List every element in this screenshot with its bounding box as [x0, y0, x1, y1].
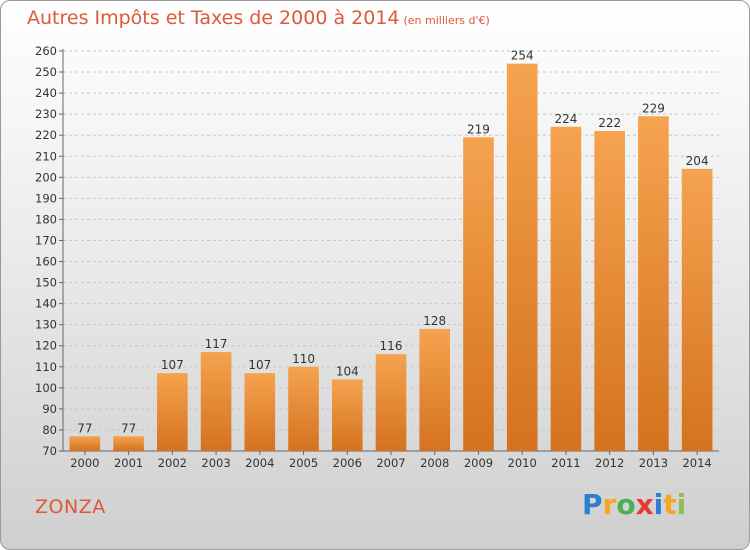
logo-letter: P [582, 488, 603, 521]
logo-letter: i [676, 488, 687, 521]
data-label: 107 [161, 358, 184, 372]
data-label: 204 [686, 154, 709, 168]
bar [375, 354, 407, 451]
y-tick-label: 180 [35, 212, 57, 226]
y-tick-label: 220 [35, 128, 57, 142]
logo-letter: i [653, 488, 664, 521]
x-tick-label: 2000 [70, 456, 99, 470]
x-tick-label: 2003 [201, 456, 230, 470]
logo-letter: x [635, 488, 654, 521]
bar [594, 131, 625, 451]
logo-letter: o [616, 488, 636, 521]
y-tick-label: 150 [35, 276, 57, 290]
x-tick-label: 2012 [595, 456, 624, 470]
y-tick-label: 230 [35, 107, 57, 121]
logo-letter: r [602, 488, 617, 521]
x-tick-label: 2010 [508, 456, 537, 470]
bar [681, 168, 713, 452]
bar [419, 328, 451, 451]
y-tick-label: 240 [35, 86, 57, 100]
data-label: 219 [467, 122, 490, 136]
x-tick-label: 2008 [420, 456, 449, 470]
x-tick-label: 2013 [639, 456, 668, 470]
data-label: 107 [248, 358, 271, 372]
x-tick-label: 2001 [114, 456, 143, 470]
y-tick-label: 210 [35, 149, 57, 163]
chart-subtitle: (en milliers d'€) [403, 14, 490, 27]
logo-letter: t [663, 488, 677, 521]
data-label: 229 [642, 101, 665, 115]
data-label: 116 [380, 339, 403, 353]
chart-title: Autres Impôts et Taxes de 2000 à 2014 (en… [27, 7, 490, 29]
data-label: 77 [77, 421, 92, 435]
data-label: 117 [205, 337, 228, 351]
x-tick-label: 2009 [464, 456, 493, 470]
y-tick-label: 190 [35, 191, 57, 205]
y-tick-label: 200 [35, 170, 57, 184]
data-label: 77 [121, 421, 136, 435]
y-tick-label: 160 [35, 255, 57, 269]
bar [200, 352, 232, 451]
y-tick-label: 80 [42, 423, 57, 437]
x-tick-label: 2007 [376, 456, 405, 470]
proxiti-logo: Proxiti [582, 488, 686, 521]
y-tick-label: 120 [35, 339, 57, 353]
data-label: 110 [292, 352, 315, 366]
y-tick-label: 110 [35, 360, 57, 374]
y-tick-label: 100 [35, 381, 57, 395]
labels: 7080901001101201301401501601701801902002… [35, 44, 712, 470]
y-tick-label: 140 [35, 297, 57, 311]
x-tick-label: 2005 [289, 456, 318, 470]
bar [638, 116, 669, 452]
bar [331, 379, 363, 451]
bar [463, 137, 494, 451]
y-tick-label: 260 [35, 44, 57, 58]
bars [69, 63, 713, 452]
data-label: 224 [554, 112, 577, 126]
x-tick-label: 2006 [333, 456, 362, 470]
y-tick-label: 250 [35, 65, 57, 79]
chart-title-text: Autres Impôts et Taxes de 2000 à 2014 [27, 7, 400, 29]
data-label: 254 [511, 49, 534, 63]
bar [113, 436, 144, 451]
bar [288, 366, 319, 451]
x-tick-label: 2002 [158, 456, 187, 470]
data-label: 128 [423, 314, 446, 328]
bar [69, 436, 101, 451]
data-label: 104 [336, 364, 359, 378]
bar [244, 373, 276, 451]
y-tick-label: 170 [35, 233, 57, 247]
y-tick-label: 130 [35, 318, 57, 332]
y-tick-label: 70 [42, 444, 57, 458]
x-tick-label: 2011 [551, 456, 580, 470]
data-label: 222 [598, 116, 621, 130]
bar [157, 373, 188, 451]
x-tick-label: 2014 [682, 456, 711, 470]
bar [506, 63, 538, 451]
commune-name: ZONZA [35, 496, 106, 518]
x-tick-label: 2004 [245, 456, 274, 470]
y-tick-label: 90 [42, 402, 57, 416]
bar [550, 126, 582, 451]
